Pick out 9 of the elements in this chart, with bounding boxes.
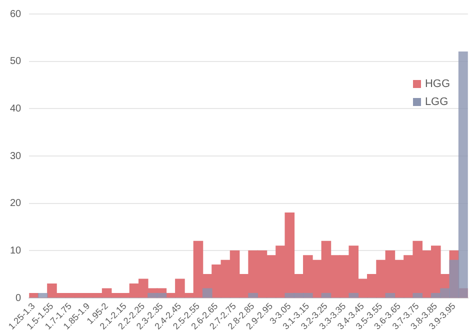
y-tick-label: 40 (10, 103, 22, 114)
y-tick-label: 30 (10, 150, 22, 162)
y-tick-label: 20 (10, 198, 22, 210)
legend-label: LGG (424, 96, 448, 108)
legend-label: HGG (424, 78, 450, 90)
y-tick-label: 0 (16, 292, 22, 304)
y-tick-label: 60 (10, 8, 22, 20)
y-tick-label: 50 (10, 56, 22, 68)
y-tick-label: 10 (10, 245, 22, 256)
